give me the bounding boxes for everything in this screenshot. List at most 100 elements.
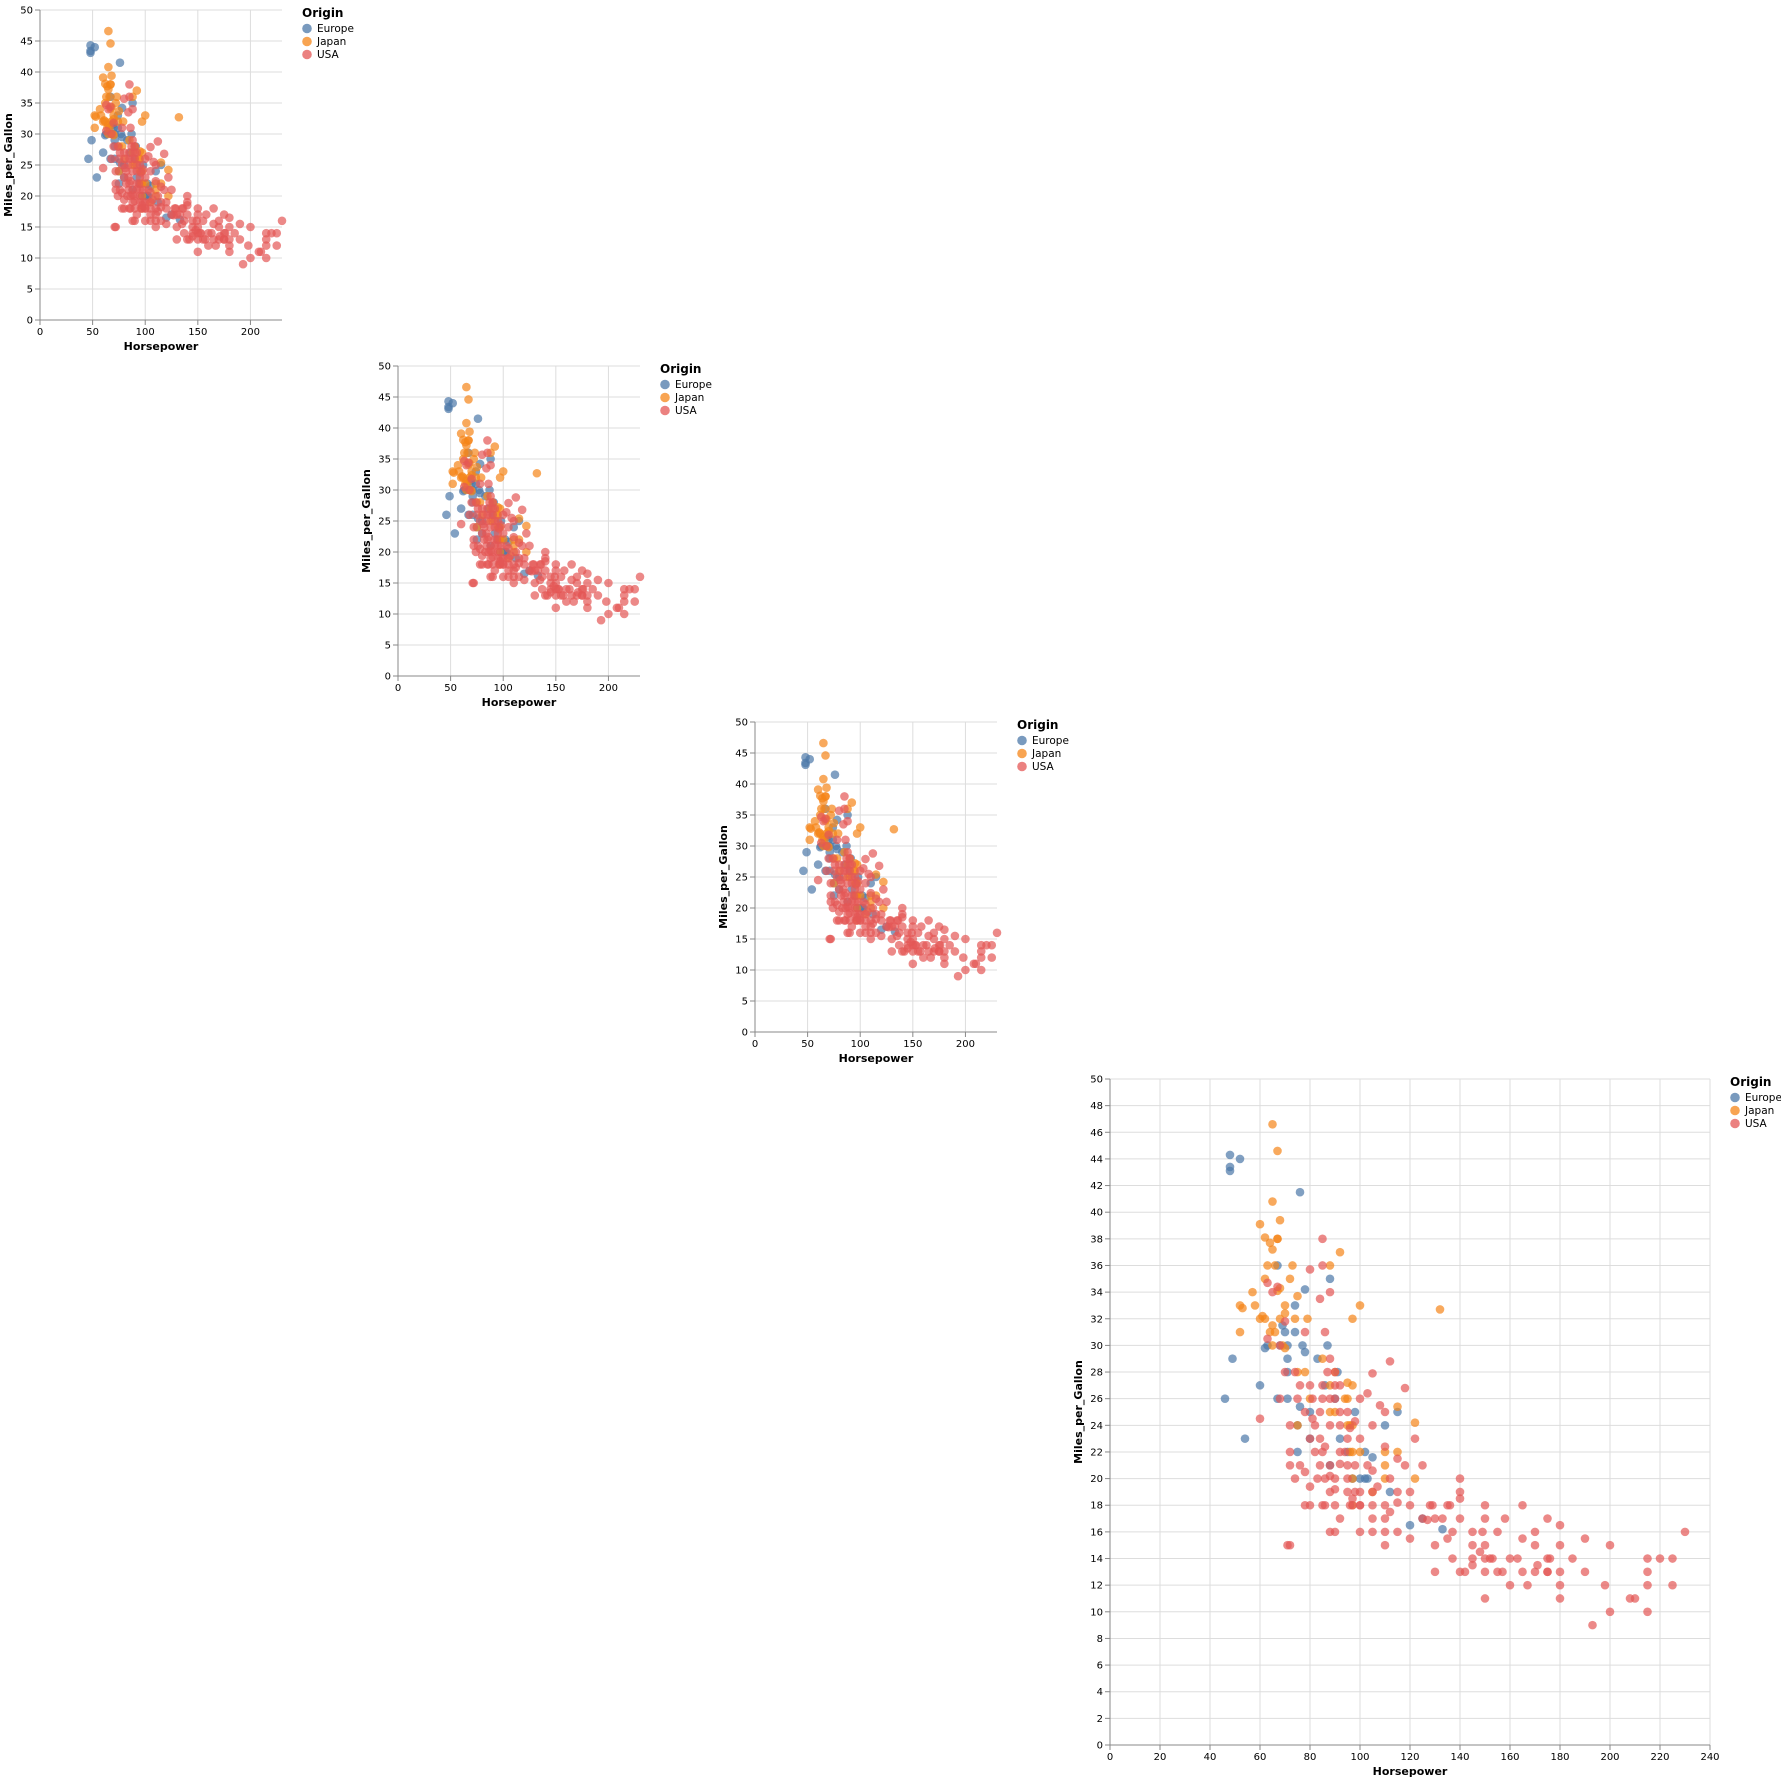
data-point-usa [1405,1534,1415,1543]
y-tick-label: 22 [1090,1447,1103,1458]
data-point-usa [1385,1507,1395,1517]
data-point-japan [464,436,473,445]
data-point-usa [483,436,492,445]
data-point-usa [519,575,529,585]
data-point-europe [1220,1394,1230,1403]
data-point-usa [551,566,561,575]
data-point-usa [1393,1454,1402,1463]
data-point-usa [1668,1554,1677,1563]
data-point-japan [1393,1447,1402,1457]
x-tick-label: 150 [903,1039,922,1050]
data-point-japan [1410,1474,1420,1483]
data-point-usa [115,148,125,157]
data-point-usa [836,891,846,900]
data-point-usa [619,609,629,619]
data-point-usa [1275,1341,1285,1350]
data-point-usa [1530,1540,1540,1550]
data-point-usa [219,210,229,219]
y-tick-label: 48 [1090,1101,1103,1112]
data-point-usa [135,185,145,195]
data-point-usa [834,806,844,815]
data-point-usa [272,241,282,250]
data-point-usa [898,903,907,913]
data-point-usa [193,247,203,257]
data-point-japan [810,816,820,826]
data-point-japan [819,738,828,748]
data-point-usa [855,928,865,938]
data-point-usa [976,953,986,962]
legend-label-japan: Japan [674,392,704,404]
y-tick-label: 15 [20,223,33,234]
data-point-usa [864,869,873,879]
data-point-japan [1335,1247,1345,1257]
data-point-usa [553,584,563,594]
data-point-usa [1310,1421,1320,1430]
data-point-japan [1235,1327,1245,1337]
data-point-usa [486,510,495,520]
data-point-usa [517,505,527,515]
data-point-europe [1235,1154,1245,1164]
data-point-usa [1448,1554,1457,1563]
data-point-usa [225,241,234,250]
y-tick-label: 0 [1097,1741,1103,1752]
legend-swatch-europe [660,379,670,390]
data-point-usa [861,878,870,888]
data-point-usa [1400,1383,1410,1393]
data-point-usa [861,922,870,931]
data-point-usa [1555,1567,1565,1577]
legend-label-europe: Europe [1745,1092,1781,1104]
data-point-usa [1308,1394,1317,1403]
data-point-usa [572,578,582,588]
data-point-japan [1248,1287,1257,1297]
data-point-usa [225,235,234,244]
data-point-usa [1290,1367,1300,1377]
data-point-usa [498,510,508,520]
data-point-usa [565,584,574,594]
data-point-japan [1263,1261,1272,1270]
data-point-japan [1303,1314,1312,1324]
legend-label-japan: Japan [316,36,346,48]
legend-label-japan: Japan [1744,1105,1774,1117]
data-point-usa [1393,1527,1402,1537]
data-point-usa [1600,1580,1610,1590]
data-point-usa [475,516,485,526]
y-tick-label: 50 [378,362,391,373]
data-point-usa [1355,1434,1365,1443]
data-point-usa [261,228,271,238]
legend-swatch-usa [1017,761,1027,772]
data-point-usa [159,185,169,195]
data-point-europe [445,491,454,501]
data-point-usa [261,235,271,244]
data-point-usa [128,166,137,176]
data-point-japan [1348,1381,1357,1390]
data-point-usa [1343,1407,1352,1417]
data-point-usa [922,940,931,950]
data-point-usa [583,597,592,606]
data-point-usa [1255,1414,1265,1423]
data-point-japan [1265,1238,1275,1248]
legend-swatch-japan [1017,748,1027,759]
data-point-japan [462,418,471,428]
data-point-usa [159,149,169,159]
x-tick-label: 0 [1107,1752,1113,1763]
data-point-usa [976,940,986,950]
data-point-usa [541,557,550,566]
data-point-europe [456,504,466,513]
legend-swatch-usa [1730,1118,1740,1129]
data-point-usa [832,835,842,845]
y-tick-label: 20 [378,548,391,559]
data-point-usa [969,959,979,969]
x-tick-label: 100 [1350,1752,1369,1763]
y-tick-label: 0 [742,1028,748,1039]
data-point-usa [1355,1394,1365,1403]
data-point-usa [852,913,862,922]
data-point-usa [1285,1447,1295,1457]
data-point-usa [1380,1442,1390,1451]
points-layer [1220,1119,1690,1630]
data-point-usa [146,142,155,152]
data-point-europe [1405,1520,1415,1530]
y-tick-label: 35 [20,99,33,110]
data-point-usa [950,931,960,941]
data-point-usa [826,897,836,907]
data-point-usa [826,891,836,900]
